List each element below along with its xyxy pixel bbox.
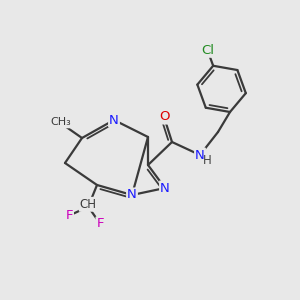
Text: N: N: [127, 188, 137, 202]
Text: N: N: [195, 148, 205, 161]
Text: H: H: [203, 154, 212, 167]
Text: O: O: [159, 110, 169, 124]
Text: Cl: Cl: [201, 44, 214, 57]
Text: CH₃: CH₃: [50, 117, 71, 128]
Text: N: N: [160, 182, 170, 194]
Text: CH: CH: [80, 198, 97, 211]
Text: N: N: [109, 113, 119, 127]
Text: F: F: [97, 218, 104, 230]
Text: F: F: [65, 209, 73, 222]
